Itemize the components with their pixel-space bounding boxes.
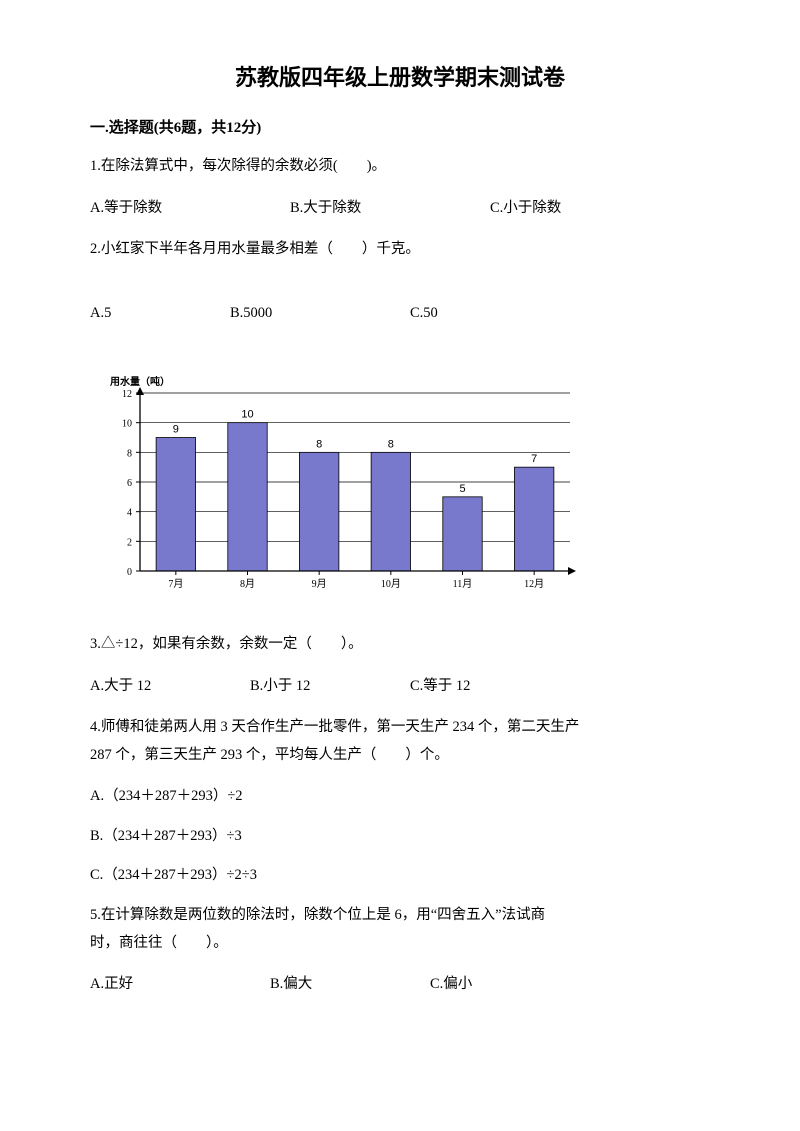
- svg-text:11月: 11月: [453, 578, 473, 590]
- water-usage-chart: 用水量（吨） 0 2 4 6 8 10 12 9 7月 10 8月 8 9月 8 10月 5 11月 7 12月: [90, 373, 710, 603]
- q5-option-c: C.偏小: [430, 971, 472, 999]
- q5-option-a: A.正好: [90, 971, 270, 999]
- q3-option-b: B.小于 12: [250, 673, 410, 701]
- svg-text:9: 9: [173, 424, 179, 436]
- svg-text:10月: 10月: [381, 578, 401, 590]
- question-4: 4.师傅和徒弟两人用 3 天合作生产一批零件，第一天生产 234 个，第二天生产…: [90, 714, 710, 769]
- q2-option-a: A.5: [90, 300, 230, 328]
- svg-text:4: 4: [127, 508, 132, 519]
- svg-text:7: 7: [531, 453, 537, 465]
- q5-line2: 时，商往往（ ）。: [90, 935, 228, 951]
- q4-line1: 4.师傅和徒弟两人用 3 天合作生产一批零件，第一天生产 234 个，第二天生产: [90, 719, 579, 735]
- svg-text:9月: 9月: [312, 578, 327, 590]
- q1-option-b: B.大于除数: [290, 195, 490, 223]
- question-1-options: A.等于除数 B.大于除数 C.小于除数: [90, 195, 710, 223]
- q2-option-b: B.5000: [230, 300, 410, 328]
- question-2-options: A.5 B.5000 C.50: [90, 300, 710, 328]
- svg-text:8月: 8月: [240, 578, 255, 590]
- question-3-options: A.大于 12 B.小于 12 C.等于 12: [90, 673, 710, 701]
- q4-line2: 287 个，第三天生产 293 个，平均每人生产（ ）个。: [90, 747, 449, 763]
- q4-option-c: C.（234＋287＋293）÷2÷3: [90, 862, 710, 890]
- q4-option-a: A.（234＋287＋293）÷2: [90, 783, 710, 811]
- svg-text:6: 6: [127, 478, 132, 489]
- q5-line1: 5.在计算除数是两位数的除法时，除数个位上是 6，用“四舍五入”法试商: [90, 907, 545, 923]
- q4-option-b: B.（234＋287＋293）÷3: [90, 823, 710, 851]
- q5-option-b: B.偏大: [270, 971, 430, 999]
- section-header: 一.选择题(共6题，共12分): [90, 116, 710, 137]
- svg-text:8: 8: [127, 449, 132, 460]
- svg-text:0: 0: [127, 567, 132, 578]
- svg-text:5: 5: [459, 483, 465, 495]
- svg-text:8: 8: [316, 439, 322, 451]
- svg-text:8: 8: [388, 439, 394, 451]
- svg-text:10: 10: [241, 409, 253, 421]
- q1-option-c: C.小于除数: [490, 195, 710, 223]
- question-2: 2.小红家下半年各月用水量最多相差（ ）千克。: [90, 236, 710, 264]
- q3-option-c: C.等于 12: [410, 673, 470, 701]
- svg-text:用水量（吨）: 用水量（吨）: [109, 375, 170, 388]
- question-3: 3.△÷12，如果有余数，余数一定（ ）。: [90, 631, 710, 659]
- page-title: 苏教版四年级上册数学期末测试卷: [90, 60, 710, 92]
- svg-text:7月: 7月: [168, 578, 183, 590]
- question-1: 1.在除法算式中，每次除得的余数必须( )。: [90, 153, 710, 181]
- svg-text:2: 2: [127, 538, 132, 549]
- svg-text:12月: 12月: [524, 578, 544, 590]
- question-5-options: A.正好 B.偏大 C.偏小: [90, 971, 710, 999]
- question-5: 5.在计算除数是两位数的除法时，除数个位上是 6，用“四舍五入”法试商 时，商往…: [90, 902, 710, 957]
- q2-option-c: C.50: [410, 300, 710, 328]
- svg-text:12: 12: [122, 389, 132, 400]
- q3-option-a: A.大于 12: [90, 673, 250, 701]
- q1-option-a: A.等于除数: [90, 195, 290, 223]
- svg-text:10: 10: [122, 419, 132, 430]
